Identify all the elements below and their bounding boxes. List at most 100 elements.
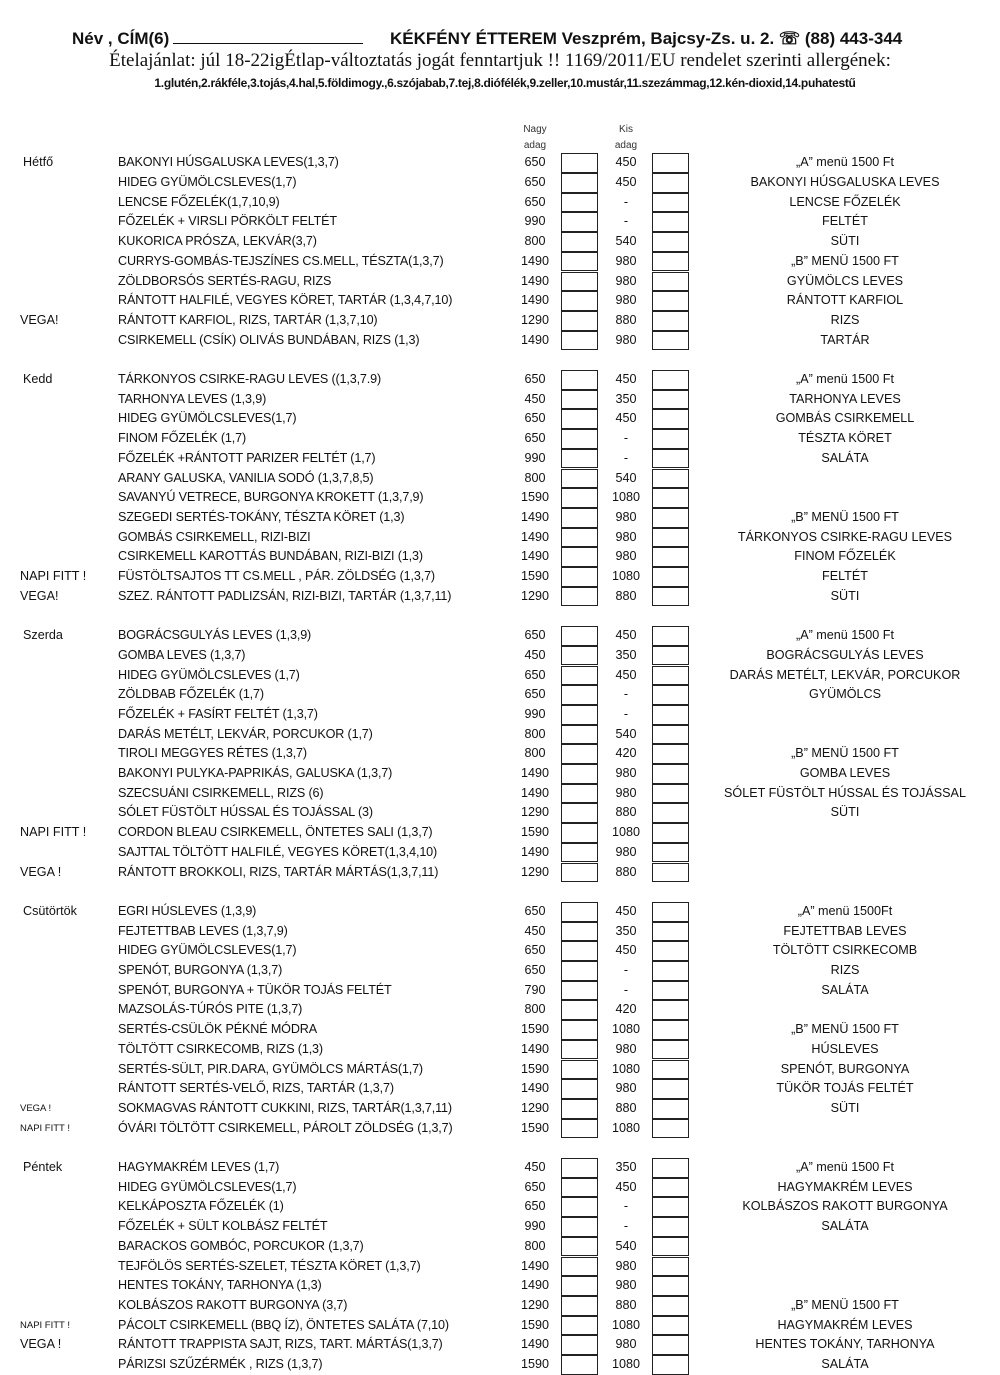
order-box-kis[interactable] [652,862,689,883]
order-box-kis[interactable] [652,1355,689,1375]
order-box-kis[interactable] [652,783,689,804]
order-box-kis[interactable] [652,941,689,961]
order-box-nagy[interactable] [561,527,598,548]
order-box-kis[interactable] [652,1039,689,1060]
order-box-kis[interactable] [652,488,689,508]
order-box-nagy[interactable] [561,803,598,824]
order-box-kis[interactable] [652,842,689,863]
order-box-nagy[interactable] [561,232,598,252]
order-box-kis[interactable] [652,409,689,430]
order-box-kis[interactable] [652,251,689,272]
order-box-nagy[interactable] [561,567,598,587]
order-box-nagy[interactable] [561,980,598,1001]
order-box-kis[interactable] [652,1315,689,1336]
order-box-kis[interactable] [652,192,689,213]
order-box-nagy[interactable] [561,1118,598,1139]
order-box-kis[interactable] [652,626,689,646]
order-box-kis[interactable] [652,1236,689,1257]
order-box-kis[interactable] [652,468,689,489]
order-box-nagy[interactable] [561,842,598,863]
order-box-nagy[interactable] [561,862,598,883]
order-box-kis[interactable] [652,1217,689,1237]
order-box-kis[interactable] [652,173,689,193]
order-box-nagy[interactable] [561,823,598,843]
order-box-kis[interactable] [652,1079,689,1099]
order-box-nagy[interactable] [561,1020,598,1040]
order-box-kis[interactable] [652,586,689,607]
order-box-kis[interactable] [652,665,689,686]
name-fill-line[interactable] [173,29,364,44]
order-box-nagy[interactable] [561,429,598,449]
order-box-kis[interactable] [652,212,689,233]
order-box-kis[interactable] [652,429,689,449]
order-box-nagy[interactable] [561,1256,598,1277]
order-box-nagy[interactable] [561,1355,598,1375]
order-box-nagy[interactable] [561,468,598,489]
order-box-nagy[interactable] [561,173,598,193]
order-box-kis[interactable] [652,567,689,587]
order-box-nagy[interactable] [561,291,598,311]
order-box-nagy[interactable] [561,1059,598,1080]
order-box-nagy[interactable] [561,370,598,390]
order-box-nagy[interactable] [561,1177,598,1198]
order-box-nagy[interactable] [561,1236,598,1257]
order-box-kis[interactable] [652,980,689,1001]
order-box-kis[interactable] [652,744,689,764]
order-box-nagy[interactable] [561,488,598,508]
order-box-nagy[interactable] [561,271,598,292]
order-box-kis[interactable] [652,330,689,351]
order-box-kis[interactable] [652,921,689,942]
order-box-nagy[interactable] [561,724,598,745]
order-box-kis[interactable] [652,1000,689,1021]
order-box-kis[interactable] [652,527,689,548]
order-box-kis[interactable] [652,1197,689,1218]
order-box-kis[interactable] [652,1158,689,1178]
order-box-nagy[interactable] [561,547,598,567]
order-box-kis[interactable] [652,1295,689,1316]
order-box-kis[interactable] [652,724,689,745]
order-box-nagy[interactable] [561,1158,598,1178]
order-box-nagy[interactable] [561,744,598,764]
order-box-kis[interactable] [652,370,689,390]
order-box-nagy[interactable] [561,1079,598,1099]
order-box-nagy[interactable] [561,645,598,666]
order-box-kis[interactable] [652,291,689,311]
order-box-nagy[interactable] [561,1039,598,1060]
order-box-kis[interactable] [652,1177,689,1198]
order-box-nagy[interactable] [561,212,598,233]
order-box-nagy[interactable] [561,626,598,646]
order-box-nagy[interactable] [561,153,598,173]
order-box-nagy[interactable] [561,704,598,725]
order-box-kis[interactable] [652,310,689,331]
order-box-nagy[interactable] [561,1295,598,1316]
order-box-nagy[interactable] [561,251,598,272]
order-box-nagy[interactable] [561,941,598,961]
order-box-nagy[interactable] [561,1000,598,1021]
order-box-nagy[interactable] [561,192,598,213]
order-box-kis[interactable] [652,901,689,922]
order-box-nagy[interactable] [561,783,598,804]
order-box-nagy[interactable] [561,310,598,331]
order-box-nagy[interactable] [561,448,598,469]
order-box-nagy[interactable] [561,1335,598,1355]
order-box-nagy[interactable] [561,961,598,981]
order-box-kis[interactable] [652,1020,689,1040]
order-box-nagy[interactable] [561,330,598,351]
order-box-nagy[interactable] [561,1217,598,1237]
order-box-kis[interactable] [652,1118,689,1139]
order-box-kis[interactable] [652,803,689,824]
order-box-kis[interactable] [652,1098,689,1119]
order-box-nagy[interactable] [561,901,598,922]
order-box-kis[interactable] [652,153,689,173]
order-box-kis[interactable] [652,1059,689,1080]
order-box-nagy[interactable] [561,389,598,410]
order-box-kis[interactable] [652,645,689,666]
order-box-kis[interactable] [652,685,689,705]
order-box-kis[interactable] [652,507,689,528]
order-box-kis[interactable] [652,448,689,469]
order-box-kis[interactable] [652,764,689,784]
order-box-nagy[interactable] [561,409,598,430]
order-box-nagy[interactable] [561,764,598,784]
order-box-kis[interactable] [652,389,689,410]
order-box-nagy[interactable] [561,586,598,607]
